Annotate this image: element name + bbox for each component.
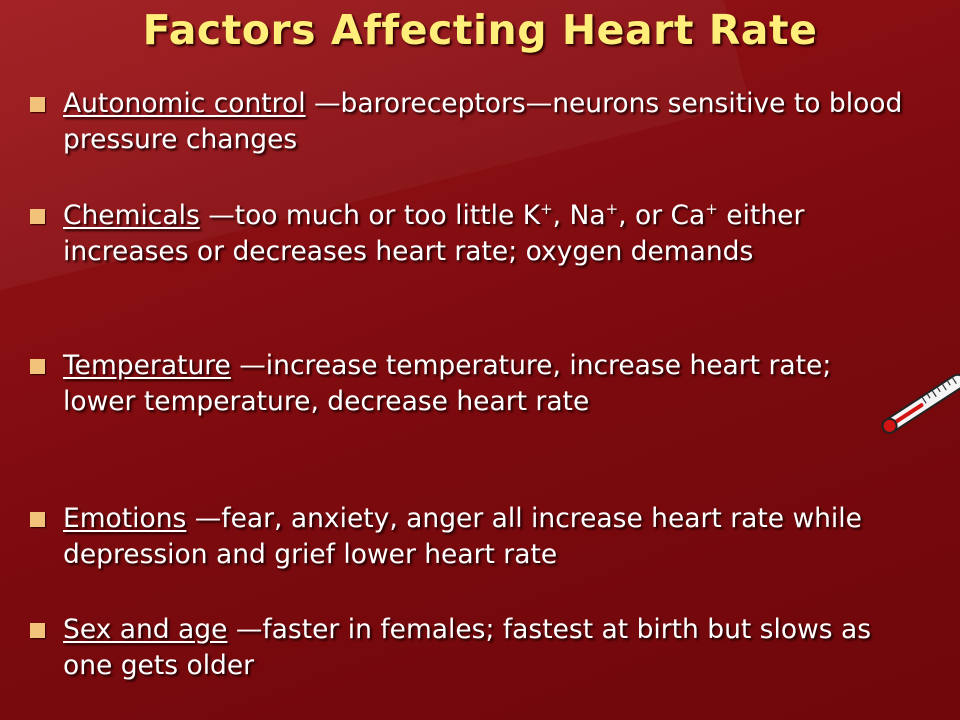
- superscript-plus: +: [540, 200, 553, 218]
- square-bullet-icon: [30, 209, 45, 224]
- bullet-text: —fear, anxiety, anger all increase heart…: [63, 503, 862, 570]
- bullet-term: Chemicals: [63, 200, 200, 231]
- square-bullet-icon: [30, 359, 45, 374]
- superscript-plus: +: [705, 200, 718, 218]
- bullet-text: either increases or decreases heart rate…: [63, 200, 805, 267]
- bullet-term: Temperature: [63, 350, 231, 381]
- bullet-text: , or Ca: [618, 200, 706, 231]
- bullet-autonomic-control: Autonomic control —baroreceptors—neurons…: [30, 86, 920, 158]
- bullet-term: Emotions: [63, 503, 187, 534]
- bullet-term: Autonomic control: [63, 88, 306, 119]
- bullet-sex-and-age: Sex and age —faster in females; fastest …: [30, 612, 920, 684]
- superscript-plus: +: [605, 200, 619, 218]
- bullet-text: —baroreceptors—neurons sensitive to bloo…: [63, 88, 903, 155]
- bullet-term: Sex and age: [63, 614, 228, 645]
- square-bullet-icon: [30, 512, 45, 527]
- bullet-temperature: Temperature —increase temperature, incre…: [30, 348, 870, 420]
- slide-title: Factors Affecting Heart Rate: [142, 6, 818, 54]
- bullet-text: —too much or too little K: [199, 200, 541, 231]
- bullet-emotions: Emotions —fear, anxiety, anger all incre…: [30, 501, 920, 573]
- bullet-text: —increase temperature, increase heart ra…: [63, 350, 832, 417]
- square-bullet-icon: [30, 97, 45, 112]
- bullet-chemicals: Chemicals —too much or too little K+, Na…: [30, 198, 920, 270]
- bullet-text: —faster in females; fastest at birth but…: [63, 614, 872, 681]
- thermometer-icon: [881, 373, 960, 434]
- square-bullet-icon: [30, 623, 45, 638]
- bullet-text: , Na: [552, 200, 606, 231]
